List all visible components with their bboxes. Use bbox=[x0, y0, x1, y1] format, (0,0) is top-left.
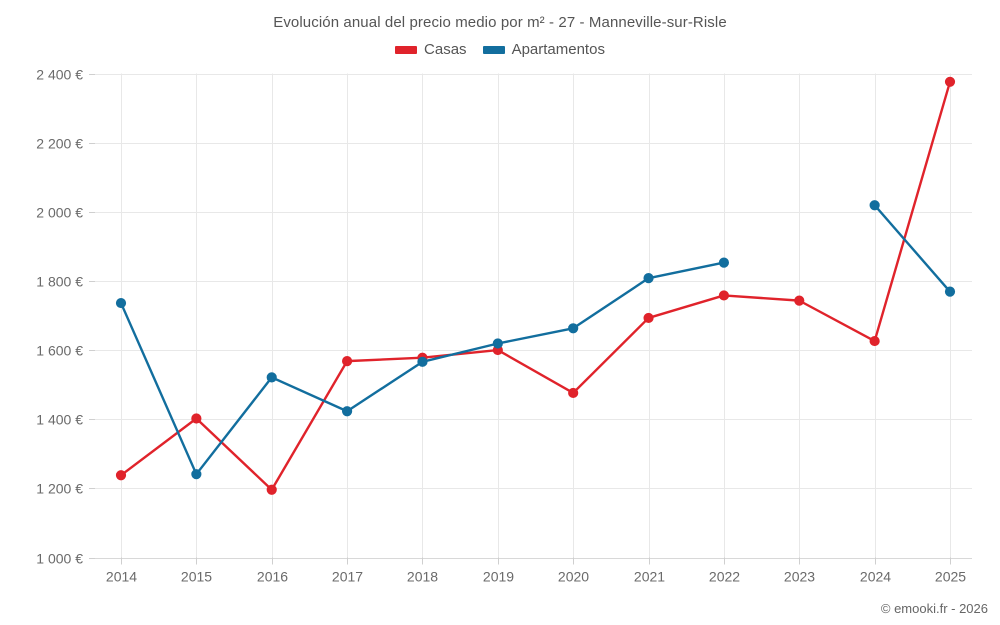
series-line-0 bbox=[119, 80, 952, 491]
data-point[interactable] bbox=[115, 297, 127, 309]
data-point[interactable] bbox=[417, 356, 428, 367]
x-tick-label: 2021 bbox=[634, 569, 665, 585]
series-line-1 bbox=[873, 204, 952, 293]
x-tick-label: 2014 bbox=[106, 569, 137, 585]
data-point[interactable] bbox=[869, 335, 880, 347]
x-axis-labels: 2014 2015 2016 2017 2018 2019 2020 2021 2022 2023… bbox=[106, 569, 966, 585]
x-tick-label: 2015 bbox=[181, 569, 212, 585]
y-tick-label: 1 200 € bbox=[36, 481, 83, 497]
y-tick-label: 2 000 € bbox=[36, 205, 83, 221]
data-point[interactable] bbox=[115, 470, 127, 481]
y-tick-label: 1 400 € bbox=[36, 412, 83, 428]
data-point[interactable] bbox=[266, 484, 277, 495]
x-tick-label: 2016 bbox=[257, 569, 288, 585]
chart-title: Evolución anual del precio medio por m² … bbox=[273, 14, 727, 31]
legend-item-casas[interactable]: Casas bbox=[395, 41, 467, 58]
data-point[interactable] bbox=[341, 356, 353, 367]
data-point[interactable] bbox=[191, 469, 202, 480]
data-point[interactable] bbox=[944, 76, 956, 87]
x-tick-label: 2024 bbox=[860, 569, 891, 585]
series-layer bbox=[115, 76, 956, 495]
x-tick-label: 2018 bbox=[407, 569, 438, 585]
data-point[interactable] bbox=[266, 372, 277, 383]
y-tick-label: 2 400 € bbox=[36, 67, 83, 83]
chart-legend: Casas Apartamentos bbox=[0, 41, 1000, 58]
legend-swatch-casas bbox=[395, 45, 418, 54]
data-point[interactable] bbox=[492, 338, 503, 349]
legend-item-apartamentos[interactable]: Apartamentos bbox=[482, 41, 605, 58]
data-point[interactable] bbox=[944, 286, 956, 297]
x-tick-label: 2023 bbox=[784, 569, 815, 585]
data-point[interactable] bbox=[718, 290, 730, 301]
credit-text: © emooki.fr - 2026 bbox=[880, 601, 988, 616]
data-point[interactable] bbox=[869, 200, 880, 211]
data-point[interactable] bbox=[718, 257, 730, 268]
data-point[interactable] bbox=[191, 413, 202, 424]
legend-label-apartamentos: Apartamentos bbox=[511, 41, 605, 58]
y-tick-label: 1 000 € bbox=[36, 551, 83, 567]
x-tick-label: 2025 bbox=[935, 569, 966, 585]
y-tick-label: 1 800 € bbox=[36, 274, 83, 290]
grid-layer bbox=[89, 73, 972, 565]
data-point[interactable] bbox=[341, 406, 353, 417]
x-tick-label: 2019 bbox=[483, 569, 514, 585]
legend-label-casas: Casas bbox=[424, 41, 467, 58]
x-tick-label: 2017 bbox=[332, 569, 363, 585]
x-tick-label: 2022 bbox=[709, 569, 740, 585]
y-axis-labels: 1 000 € 1 200 € 1 400 € 1 600 € 1 800 € 2 000… bbox=[36, 67, 83, 567]
legend-swatch-apartamentos bbox=[482, 45, 505, 54]
data-point[interactable] bbox=[643, 312, 654, 324]
data-point[interactable] bbox=[794, 295, 805, 306]
y-tick-label: 2 200 € bbox=[36, 136, 83, 152]
data-point[interactable] bbox=[643, 273, 654, 284]
data-point[interactable] bbox=[568, 323, 579, 334]
data-point[interactable] bbox=[568, 387, 579, 399]
y-tick-label: 1 600 € bbox=[36, 343, 83, 359]
x-tick-label: 2020 bbox=[558, 569, 589, 585]
